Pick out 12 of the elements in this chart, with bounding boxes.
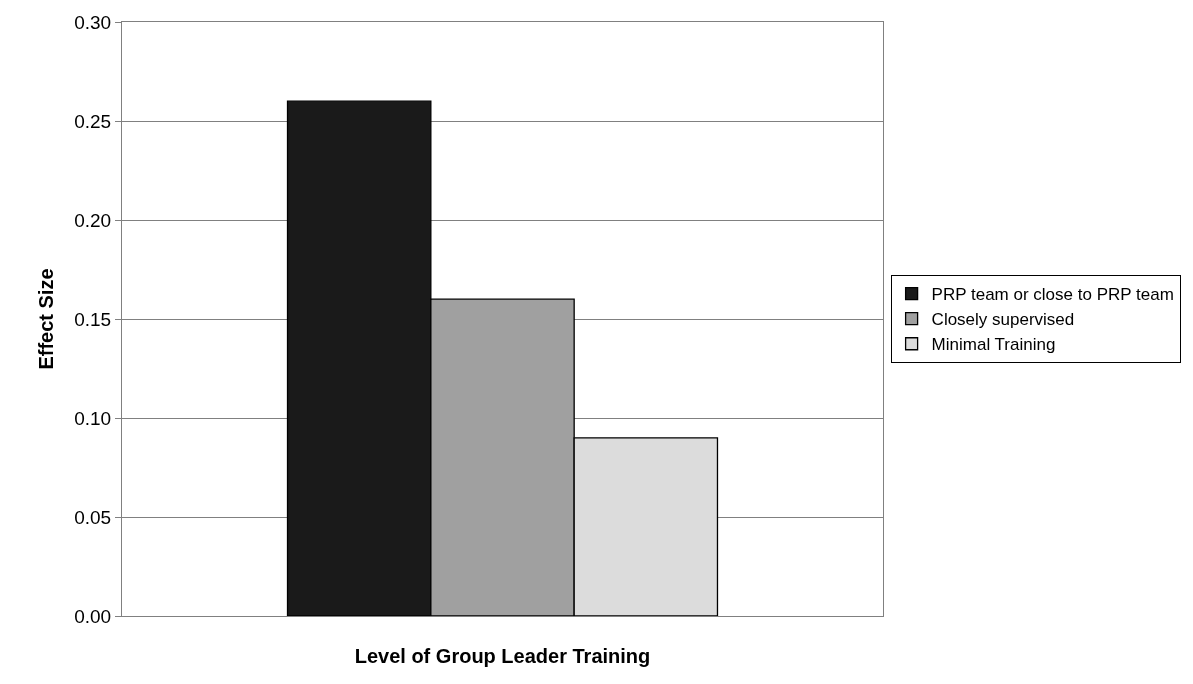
y-tick-label: 0.25 bbox=[74, 110, 112, 132]
legend-label: PRP team or close to PRP team bbox=[931, 285, 1174, 305]
y-axis-title: Effect Size bbox=[34, 268, 57, 370]
x-axis-title: Level of Group Leader Training bbox=[354, 644, 651, 667]
y-tick-label: 0.00 bbox=[74, 605, 112, 627]
legend-label: Minimal Training bbox=[931, 335, 1056, 355]
y-tick-label: 0.05 bbox=[74, 506, 112, 528]
y-tick-label: 0.20 bbox=[74, 209, 112, 231]
legend-label: Closely supervised bbox=[931, 310, 1075, 330]
y-tick-label: 0.10 bbox=[74, 407, 112, 429]
y-tick-label: 0.30 bbox=[74, 11, 112, 33]
y-tick-label: 0.15 bbox=[74, 308, 112, 330]
